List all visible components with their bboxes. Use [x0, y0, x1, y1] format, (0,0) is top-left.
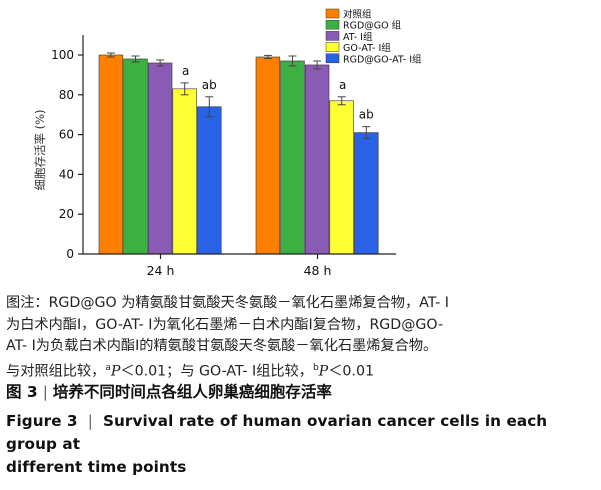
note-sup-b: b	[312, 362, 319, 373]
note-line-4: 与对照组比较，aP＜0.01；与 GO-AT- Ⅰ组比较，bP＜0.01	[6, 358, 596, 383]
legend-swatch	[325, 53, 340, 64]
note-text-c: ＜0.01	[328, 363, 374, 380]
x-tick-label: 48 h	[304, 263, 332, 278]
bar	[354, 132, 379, 255]
note-p-2: P	[318, 363, 329, 380]
note-text-b: ＜0.01；与 GO-AT- Ⅰ组比较，	[120, 363, 313, 380]
bar	[98, 54, 124, 255]
note-text-a: 与对照组比较，	[6, 363, 106, 380]
significance-label: a	[339, 78, 346, 92]
y-tick-label: 0	[66, 247, 74, 261]
figure-title-en-line-1: Figure 3 | Survival rate of human ovarian …	[6, 410, 596, 456]
figure-separator-cn: |	[42, 383, 48, 401]
figure-title-en: Figure 3 | Survival rate of human ovarian …	[6, 410, 596, 479]
x-axis-ticks: 24 h 48 h	[147, 254, 332, 278]
note-line-3: AT- Ⅰ为负载白术内酯Ⅰ的精氨酸甘氨酸天冬氨酸－氧化石墨烯复合物。	[6, 338, 438, 354]
bar	[255, 56, 281, 255]
bar	[197, 106, 222, 255]
note-sup-a: a	[105, 362, 111, 373]
figure-title-text-en-1: Survival rate of human ovarian cancer ce…	[6, 412, 548, 453]
y-tick-label: 100	[51, 48, 74, 62]
figure-label-cn: 图 3	[6, 383, 38, 401]
note-line-2: 为白术内酯Ⅰ，GO-AT- Ⅰ为氧化石墨烯－白术内酯Ⅰ复合物，RGD@GO-	[6, 316, 444, 333]
bar	[172, 88, 197, 255]
y-tick-label: 60	[59, 128, 74, 142]
note-p-1: P	[110, 363, 121, 380]
bars-group: aab aab	[98, 52, 379, 255]
figure-note: 图注：RGD@GO 为精氨酸甘氨酸天冬氨酸－氧化石墨烯复合物，AT- Ⅰ 为白术…	[6, 293, 596, 383]
legend-label: 对照组	[343, 9, 372, 21]
y-axis-ticks: 0 20 40 60 80 100	[51, 48, 83, 261]
x-tick-label: 24 h	[147, 263, 175, 278]
legend-swatch	[325, 31, 340, 41]
legend-label: AT- Ⅰ组	[343, 31, 373, 43]
y-tick-label: 40	[59, 167, 74, 181]
figure-title-cn: 图 3 | 培养不同时间点各组人卵巢癌细胞存活率	[6, 381, 596, 403]
legend-swatch	[325, 8, 340, 19]
figure-separator-en: |	[87, 412, 93, 430]
bar	[147, 62, 173, 255]
y-tick-label: 80	[59, 88, 74, 102]
legend-swatch	[325, 19, 340, 30]
note-line-1: 图注：RGD@GO 为精氨酸甘氨酸天冬氨酸－氧化石墨烯复合物，AT- Ⅰ	[6, 295, 449, 311]
significance-label: a	[182, 64, 189, 78]
significance-label: ab	[202, 78, 217, 92]
bar	[280, 60, 305, 255]
legend-swatch	[325, 42, 340, 52]
bar	[304, 64, 330, 255]
y-tick-label: 20	[59, 207, 74, 221]
figure-title-text-cn: 培养不同时间点各组人卵巢癌细胞存活率	[52, 383, 332, 401]
bar	[123, 58, 148, 255]
figure-label-en: Figure 3	[6, 412, 78, 430]
y-axis-title: 细胞存活率 (%)	[33, 109, 47, 190]
bar	[329, 100, 354, 255]
significance-label: ab	[359, 108, 374, 122]
figure-title-text-en-2: different time points	[6, 458, 187, 476]
legend-label: GO-AT- Ⅰ组	[343, 42, 391, 54]
legend-label: RGD@GO-AT- Ⅰ组	[343, 53, 422, 65]
legend-label: RGD@GO 组	[343, 20, 402, 32]
